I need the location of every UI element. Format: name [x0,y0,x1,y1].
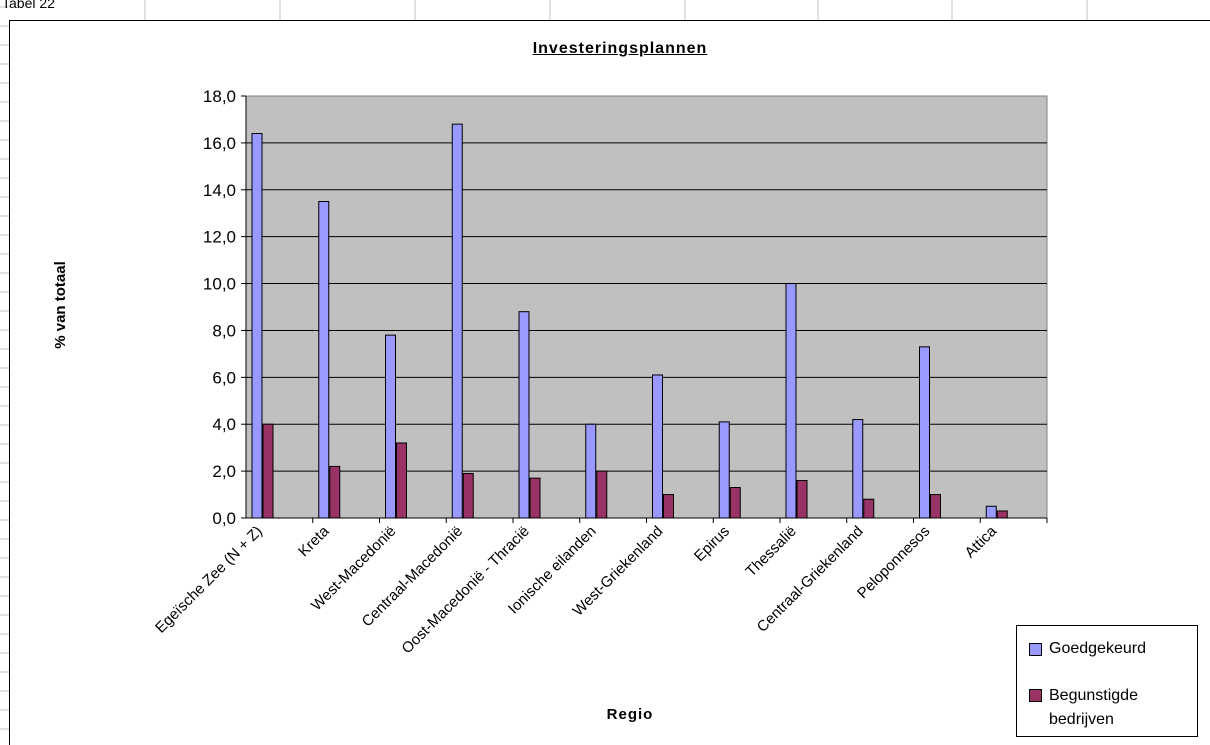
bar-goedgekeurd [451,123,463,519]
bar-goedgekeurd [518,311,530,519]
bar-goedgekeurd [852,419,864,519]
bar-begunstigde-bedrijven [863,498,875,519]
bar-goedgekeurd [652,374,663,519]
y-tick-label: 12,0 [203,228,236,247]
bar-goedgekeurd [785,283,797,519]
bar-begunstigde-bedrijven [930,494,941,519]
legend-swatch-series-1 [1029,643,1042,656]
y-tick-label: 18,0 [203,87,236,106]
plot-area [245,95,1048,519]
y-tick-label: 14,0 [203,181,236,200]
x-tick-label: Attica [962,522,1001,561]
bar-goedgekeurd [318,201,330,519]
x-tick-label: Thessalië [742,523,799,580]
bar-begunstigde-bedrijven [462,472,474,519]
bar-begunstigde-bedrijven [663,494,674,519]
y-tick-label: 2,0 [212,462,236,481]
x-tick-label: Epirus [691,523,733,565]
x-tick-label: Oost-Macedonië - Thracië [398,523,532,657]
bar-begunstigde-bedrijven [729,487,741,519]
legend-swatch-series-2 [1029,689,1042,702]
y-tick-label: 0,0 [212,509,236,528]
bar-goedgekeurd [919,346,930,519]
legend-label-series-1: Goedgekeurd [1049,640,1146,657]
bar-begunstigde-bedrijven [796,479,808,519]
legend: Goedgekeurd Begunstigde bedrijven [1016,625,1198,737]
bar-goedgekeurd [985,505,997,519]
y-tick-label: 16,0 [203,134,236,153]
bar-goedgekeurd [251,133,263,519]
y-tick-label: 4,0 [212,415,236,434]
y-tick-label: 8,0 [212,321,236,340]
bar-begunstigde-bedrijven [596,470,608,519]
x-axis-label: Regio [606,706,654,723]
x-tick-label: Kreta [295,522,333,560]
sheet-label: Tabel 22 [2,0,55,11]
bar-begunstigde-bedrijven [262,423,274,519]
y-axis-label: % van totaal [52,261,69,349]
bar-begunstigde-bedrijven [529,477,541,519]
chart-title: Investeringsplannen [532,40,708,57]
bar-begunstigde-bedrijven [996,510,1008,519]
y-tick-label: 10,0 [203,275,236,294]
bar-begunstigde-bedrijven [396,442,407,519]
y-tick-label: 6,0 [212,368,236,387]
x-tick-label: Egeïsche Zee (N + Z) [152,523,266,637]
legend-label-series-2: Begunstigde bedrijven [1049,687,1138,728]
bar-goedgekeurd [585,423,597,519]
bar-goedgekeurd [718,421,730,519]
bar-goedgekeurd [385,334,396,519]
bar-begunstigde-bedrijven [329,465,341,519]
